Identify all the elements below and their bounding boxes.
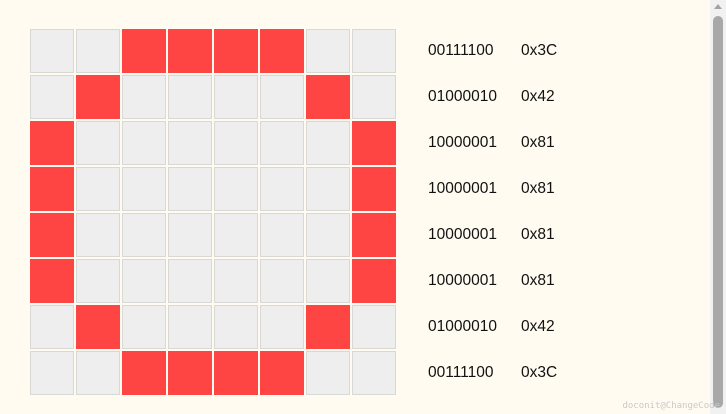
pixel-cell-off[interactable] bbox=[214, 121, 258, 165]
pixel-cell-on[interactable] bbox=[30, 167, 74, 211]
pixel-cell-on[interactable] bbox=[306, 305, 350, 349]
pixel-cell-off[interactable] bbox=[306, 167, 350, 211]
pixel-cell-off[interactable] bbox=[76, 213, 120, 257]
code-row: 10000001 0x81 bbox=[428, 121, 557, 167]
pixel-cell-off[interactable] bbox=[352, 351, 396, 395]
pixel-cell-off[interactable] bbox=[122, 305, 166, 349]
pixel-cell-on[interactable] bbox=[352, 121, 396, 165]
binary-value: 10000001 bbox=[428, 226, 497, 243]
pixel-cell-on[interactable] bbox=[214, 351, 258, 395]
pixel-cell-on[interactable] bbox=[260, 351, 304, 395]
pixel-cell-off[interactable] bbox=[168, 121, 212, 165]
pixel-cell-on[interactable] bbox=[260, 29, 304, 73]
pixel-grid bbox=[30, 29, 396, 395]
pixel-cell-off[interactable] bbox=[260, 213, 304, 257]
pixel-cell-off[interactable] bbox=[214, 305, 258, 349]
pixel-cell-on[interactable] bbox=[168, 351, 212, 395]
pixel-cell-off[interactable] bbox=[30, 305, 74, 349]
pixel-cell-on[interactable] bbox=[214, 29, 258, 73]
hex-value: 0x81 bbox=[521, 226, 555, 243]
pixel-cell-on[interactable] bbox=[30, 213, 74, 257]
hex-value: 0x81 bbox=[521, 180, 555, 197]
pixel-cell-off[interactable] bbox=[122, 167, 166, 211]
pixel-cell-off[interactable] bbox=[76, 29, 120, 73]
pixel-cell-on[interactable] bbox=[30, 121, 74, 165]
code-list: 00111100 0x3C 01000010 0x42 10000001 0x81 1000… bbox=[428, 29, 557, 397]
pixel-cell-off[interactable] bbox=[306, 351, 350, 395]
pixel-cell-off[interactable] bbox=[260, 167, 304, 211]
pixel-cell-off[interactable] bbox=[260, 121, 304, 165]
pixel-cell-off[interactable] bbox=[306, 29, 350, 73]
pixel-cell-off[interactable] bbox=[306, 121, 350, 165]
pixel-cell-off[interactable] bbox=[122, 75, 166, 119]
pixel-cell-off[interactable] bbox=[260, 305, 304, 349]
pixel-cell-off[interactable] bbox=[306, 259, 350, 303]
pixel-cell-off[interactable] bbox=[168, 213, 212, 257]
pixel-cell-off[interactable] bbox=[76, 167, 120, 211]
pixel-cell-on[interactable] bbox=[122, 29, 166, 73]
pixel-cell-off[interactable] bbox=[214, 167, 258, 211]
pixel-cell-off[interactable] bbox=[168, 305, 212, 349]
binary-value: 00111100 bbox=[428, 364, 494, 381]
pixel-cell-off[interactable] bbox=[260, 259, 304, 303]
binary-value: 10000001 bbox=[428, 134, 497, 151]
code-row: 10000001 0x81 bbox=[428, 213, 557, 259]
scroll-up-arrow-icon[interactable] bbox=[714, 4, 722, 9]
pixel-cell-off[interactable] bbox=[30, 351, 74, 395]
pixel-cell-off[interactable] bbox=[214, 259, 258, 303]
binary-value: 10000001 bbox=[428, 180, 497, 197]
pixel-cell-off[interactable] bbox=[214, 213, 258, 257]
pixel-cell-on[interactable] bbox=[76, 75, 120, 119]
scrollbar-thumb[interactable] bbox=[713, 16, 723, 408]
pixel-cell-on[interactable] bbox=[352, 213, 396, 257]
code-row: 01000010 0x42 bbox=[428, 75, 557, 121]
code-row: 10000001 0x81 bbox=[428, 167, 557, 213]
binary-value: 10000001 bbox=[428, 272, 497, 289]
code-row: 00111100 0x3C bbox=[428, 351, 557, 397]
pixel-cell-off[interactable] bbox=[76, 259, 120, 303]
pixel-cell-off[interactable] bbox=[352, 305, 396, 349]
pixel-cell-off[interactable] bbox=[352, 75, 396, 119]
hex-value: 0x3C bbox=[521, 364, 558, 381]
pixel-cell-on[interactable] bbox=[122, 351, 166, 395]
pixel-cell-off[interactable] bbox=[168, 259, 212, 303]
pixel-cell-on[interactable] bbox=[306, 75, 350, 119]
pixel-cell-off[interactable] bbox=[122, 259, 166, 303]
pixel-cell-on[interactable] bbox=[352, 259, 396, 303]
pixel-cell-off[interactable] bbox=[122, 213, 166, 257]
pixel-cell-off[interactable] bbox=[306, 213, 350, 257]
hex-value: 0x42 bbox=[521, 318, 555, 335]
pixel-cell-off[interactable] bbox=[30, 29, 74, 73]
pixel-cell-off[interactable] bbox=[214, 75, 258, 119]
binary-value: 01000010 bbox=[428, 88, 497, 105]
pixel-cell-off[interactable] bbox=[76, 351, 120, 395]
pixel-cell-off[interactable] bbox=[122, 121, 166, 165]
pixel-cell-off[interactable] bbox=[76, 121, 120, 165]
pixel-cell-on[interactable] bbox=[30, 259, 74, 303]
pixel-cell-off[interactable] bbox=[30, 75, 74, 119]
code-row: 01000010 0x42 bbox=[428, 305, 557, 351]
vertical-scrollbar[interactable] bbox=[710, 0, 726, 414]
pixel-cell-on[interactable] bbox=[352, 167, 396, 211]
pixel-cell-off[interactable] bbox=[168, 167, 212, 211]
pixel-cell-off[interactable] bbox=[168, 75, 212, 119]
pixel-cell-off[interactable] bbox=[260, 75, 304, 119]
hex-value: 0x81 bbox=[521, 272, 555, 289]
binary-value: 00111100 bbox=[428, 42, 494, 59]
hex-value: 0x42 bbox=[521, 88, 555, 105]
watermark: doconit@ChangeCode bbox=[622, 401, 720, 411]
hex-value: 0x3C bbox=[521, 42, 558, 59]
pixel-cell-on[interactable] bbox=[168, 29, 212, 73]
binary-value: 01000010 bbox=[428, 318, 497, 335]
code-row: 00111100 0x3C bbox=[428, 29, 557, 75]
code-row: 10000001 0x81 bbox=[428, 259, 557, 305]
pixel-cell-on[interactable] bbox=[76, 305, 120, 349]
pixel-cell-off[interactable] bbox=[352, 29, 396, 73]
hex-value: 0x81 bbox=[521, 134, 555, 151]
